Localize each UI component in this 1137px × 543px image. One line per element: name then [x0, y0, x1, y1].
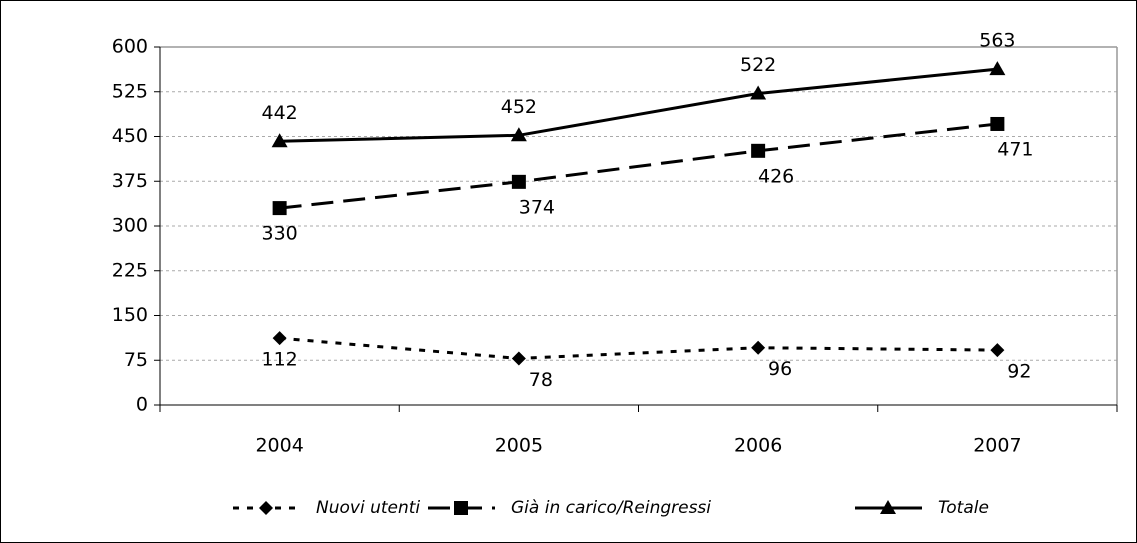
y-tick-label: 75: [124, 349, 148, 371]
line: [279, 67, 998, 143]
legend-label: Già in carico/Reingressi: [511, 498, 711, 518]
marker: [259, 501, 273, 515]
marker: [271, 133, 288, 148]
marker: [750, 85, 767, 100]
data-label: 374: [519, 196, 555, 218]
y-tick-label: 150: [112, 304, 148, 326]
marker: [272, 201, 287, 216]
legend-label: Nuovi utenti: [316, 498, 420, 518]
data-label: 426: [758, 165, 794, 187]
x-tick-label: 2005: [495, 435, 543, 457]
data-label: 563: [979, 30, 1015, 52]
y-tick-label: 300: [112, 215, 148, 237]
data-label: 471: [997, 138, 1033, 160]
data-label: 522: [740, 54, 776, 76]
y-tick-label: 600: [112, 36, 148, 58]
x-tick-label: 2006: [734, 435, 782, 457]
data-label: 96: [768, 358, 792, 380]
marker: [990, 343, 1005, 358]
line: [279, 122, 998, 210]
marker: [989, 61, 1006, 76]
data-label: 92: [1007, 361, 1031, 383]
y-tick-label: 450: [112, 125, 148, 147]
data-label: 330: [261, 223, 297, 245]
legend-label: Totale: [938, 498, 989, 518]
marker: [510, 127, 527, 142]
marker: [454, 501, 468, 515]
marker: [880, 500, 896, 514]
data-label: 442: [261, 102, 297, 124]
marker: [511, 174, 526, 189]
y-tick-label: 225: [112, 259, 148, 281]
marker: [272, 331, 287, 346]
x-tick-label: 2004: [255, 435, 303, 457]
data-label: 452: [501, 96, 537, 118]
data-label: 112: [261, 349, 297, 371]
y-tick-label: 525: [112, 80, 148, 102]
y-tick-label: 0: [136, 394, 148, 416]
marker: [751, 340, 766, 355]
data-label: 78: [529, 369, 553, 391]
x-tick-label: 2007: [973, 435, 1021, 457]
y-tick-label: 375: [112, 170, 148, 192]
marker: [990, 116, 1005, 131]
marker: [751, 143, 766, 158]
marker: [511, 351, 526, 366]
